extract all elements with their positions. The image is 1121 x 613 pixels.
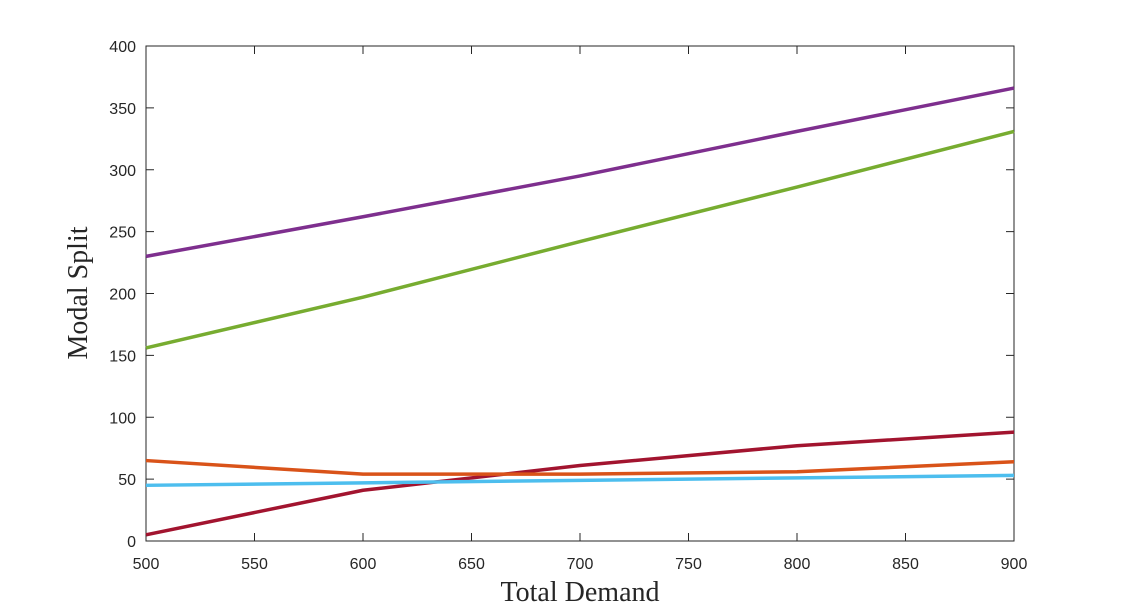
x-tick-label: 500 xyxy=(133,556,160,573)
x-tick-label: 900 xyxy=(1001,556,1028,573)
y-tick-label: 150 xyxy=(109,348,136,365)
y-tick-label: 300 xyxy=(109,163,136,180)
series-line-4 xyxy=(145,458,1015,476)
y-tick-label: 250 xyxy=(109,225,136,242)
y-tick-label: 50 xyxy=(118,472,136,489)
series-lines xyxy=(145,86,1015,537)
series-line-5 xyxy=(145,473,1015,488)
y-axis-title: Modal Split xyxy=(63,226,94,359)
ticks: 500 550 600 650 700 750 800 850 900 0 50 100 150 200 2… xyxy=(109,39,1027,573)
y-tick-label: 200 xyxy=(109,287,136,304)
x-axis-title: Total Demand xyxy=(501,577,660,608)
x-tick-label: 600 xyxy=(350,556,377,573)
series-line-1 xyxy=(145,86,1015,259)
x-tick-label: 650 xyxy=(458,556,485,573)
x-tick-label: 850 xyxy=(892,556,919,573)
y-tick-label: 100 xyxy=(109,410,136,427)
y-tick-label: 0 xyxy=(127,534,136,551)
series-line-2 xyxy=(145,129,1015,350)
series-line-3 xyxy=(145,430,1015,537)
y-tick-label: 400 xyxy=(109,39,136,56)
x-tick-label: 800 xyxy=(784,556,811,573)
x-tick-label: 700 xyxy=(567,556,594,573)
y-tick-label: 350 xyxy=(109,101,136,118)
x-tick-label: 750 xyxy=(675,556,702,573)
x-tick-label: 550 xyxy=(241,556,268,573)
